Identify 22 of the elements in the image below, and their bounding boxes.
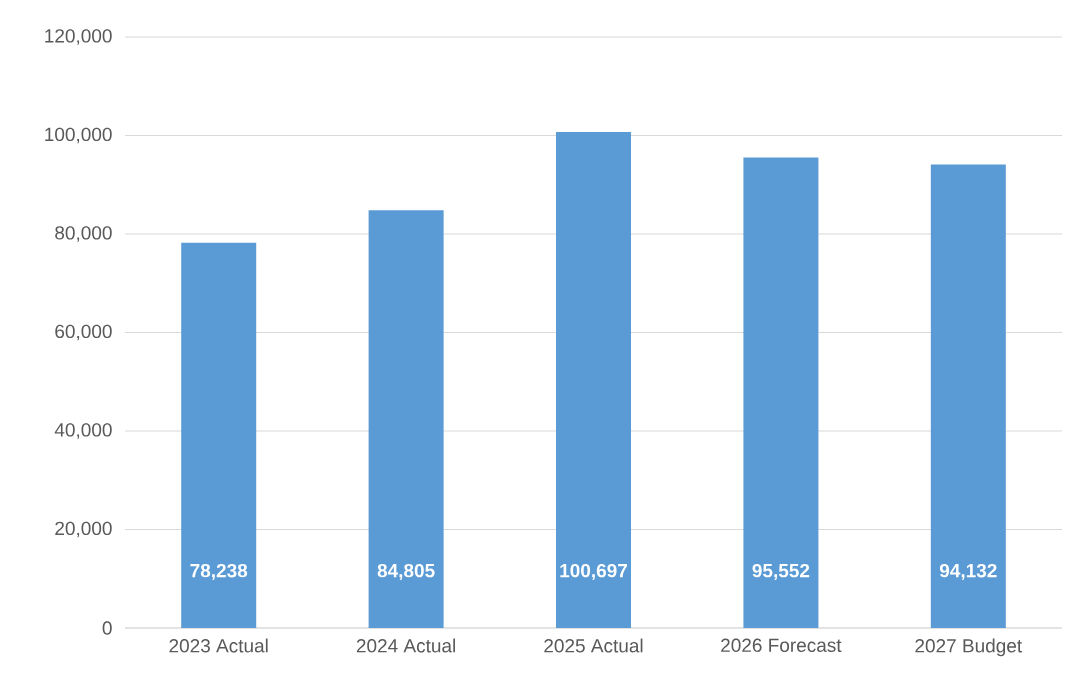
- bar: [743, 157, 819, 628]
- data-label: 84,805: [377, 563, 435, 581]
- x-tick-label: 2024 Actual: [356, 638, 455, 653]
- x-tick-label: 2025 Actual: [544, 638, 643, 653]
- y-tick-label: 60,000: [55, 324, 112, 341]
- x-tick-label: 2023 Actual: [169, 638, 268, 653]
- y-tick-label: 40,000: [54, 423, 112, 439]
- bar: [930, 164, 1006, 628]
- y-tick-label: 20,000: [55, 521, 112, 538]
- y-tick-label: 100,000: [45, 127, 112, 144]
- data-label: 100,697: [560, 563, 627, 581]
- data-label: 94,132: [939, 563, 997, 581]
- x-tick-label: 2026 Forecast: [721, 638, 842, 652]
- bar: [556, 132, 632, 628]
- y-tick-label: 120,000: [45, 29, 112, 45]
- bar: [181, 242, 257, 628]
- y-tick-label: 80,000: [55, 226, 112, 242]
- data-label: 78,238: [190, 563, 248, 581]
- x-tick-label: 2027 Budget: [915, 638, 1023, 657]
- y-tick-label: 0: [102, 621, 112, 635]
- data-label: 95,552: [752, 563, 810, 581]
- bar: [368, 210, 444, 628]
